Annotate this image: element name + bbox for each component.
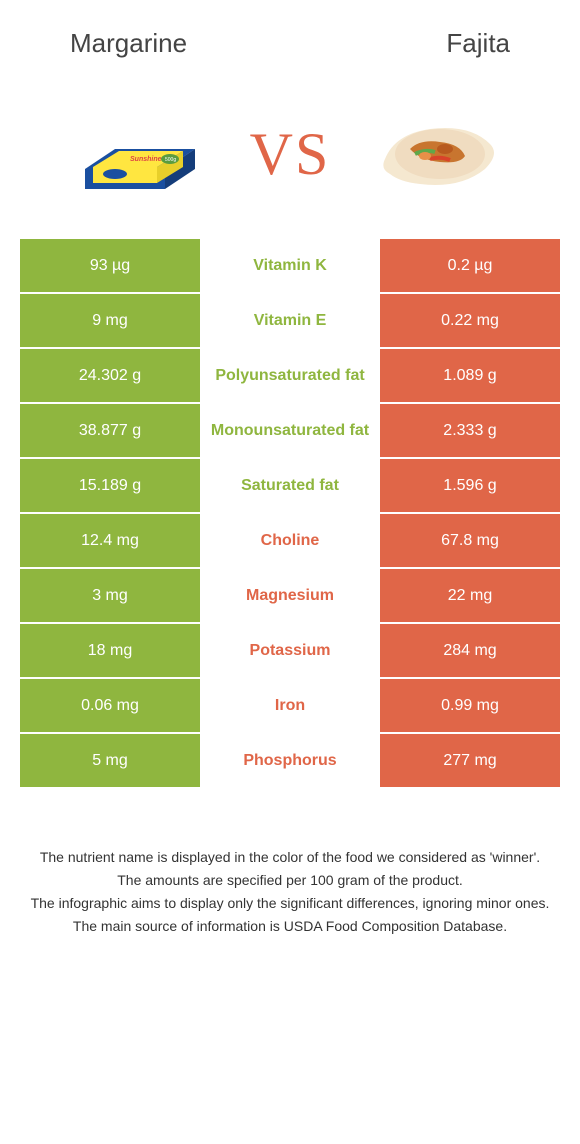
right-value: 284 mg	[380, 624, 560, 677]
vs-row: Sunshine 500g VS	[0, 69, 580, 239]
left-value: 5 mg	[20, 734, 200, 787]
nutrient-name: Magnesium	[200, 569, 380, 622]
nutrient-name: Phosphorus	[200, 734, 380, 787]
footer-line-3: The infographic aims to display only the…	[30, 893, 550, 914]
table-row: 18 mgPotassium284 mg	[20, 624, 560, 677]
left-food-title: Margarine	[70, 28, 187, 59]
right-value: 67.8 mg	[380, 514, 560, 567]
vs-label: VS	[250, 120, 331, 189]
right-value: 277 mg	[380, 734, 560, 787]
left-value: 93 µg	[20, 239, 200, 292]
nutrient-name: Choline	[200, 514, 380, 567]
table-row: 38.877 gMonounsaturated fat2.333 g	[20, 404, 560, 457]
footer-line-1: The nutrient name is displayed in the co…	[30, 847, 550, 868]
table-row: 24.302 gPolyunsaturated fat1.089 g	[20, 349, 560, 402]
footer-line-4: The main source of information is USDA F…	[30, 916, 550, 937]
right-value: 1.596 g	[380, 459, 560, 512]
nutrient-name: Polyunsaturated fat	[200, 349, 380, 402]
table-row: 93 µgVitamin K0.2 µg	[20, 239, 560, 292]
nutrient-name: Monounsaturated fat	[200, 404, 380, 457]
svg-text:Sunshine: Sunshine	[130, 156, 162, 163]
left-value: 38.877 g	[20, 404, 200, 457]
right-value: 0.22 mg	[380, 294, 560, 347]
nutrient-name: Potassium	[200, 624, 380, 677]
table-row: 3 mgMagnesium22 mg	[20, 569, 560, 622]
table-row: 5 mgPhosphorus277 mg	[20, 734, 560, 787]
left-value: 12.4 mg	[20, 514, 200, 567]
nutrient-name: Vitamin E	[200, 294, 380, 347]
left-value: 0.06 mg	[20, 679, 200, 732]
table-row: 15.189 gSaturated fat1.596 g	[20, 459, 560, 512]
right-value: 0.2 µg	[380, 239, 560, 292]
nutrient-table: 93 µgVitamin K0.2 µg9 mgVitamin E0.22 mg…	[20, 239, 560, 787]
right-value: 2.333 g	[380, 404, 560, 457]
left-value: 24.302 g	[20, 349, 200, 402]
right-value: 22 mg	[380, 569, 560, 622]
left-value: 3 mg	[20, 569, 200, 622]
right-food-title: Fajita	[446, 28, 510, 59]
nutrient-name: Vitamin K	[200, 239, 380, 292]
nutrient-name: Iron	[200, 679, 380, 732]
table-row: 12.4 mgCholine67.8 mg	[20, 514, 560, 567]
table-row: 9 mgVitamin E0.22 mg	[20, 294, 560, 347]
footer-notes: The nutrient name is displayed in the co…	[30, 847, 550, 937]
right-value: 0.99 mg	[380, 679, 560, 732]
table-row: 0.06 mgIron0.99 mg	[20, 679, 560, 732]
footer-line-2: The amounts are specified per 100 gram o…	[30, 870, 550, 891]
header: Margarine Fajita	[0, 0, 580, 69]
nutrient-name: Saturated fat	[200, 459, 380, 512]
left-value: 18 mg	[20, 624, 200, 677]
margarine-image: Sunshine 500g	[70, 99, 220, 209]
svg-text:500g: 500g	[165, 157, 176, 163]
right-value: 1.089 g	[380, 349, 560, 402]
left-value: 15.189 g	[20, 459, 200, 512]
left-value: 9 mg	[20, 294, 200, 347]
fajita-image	[360, 99, 510, 209]
